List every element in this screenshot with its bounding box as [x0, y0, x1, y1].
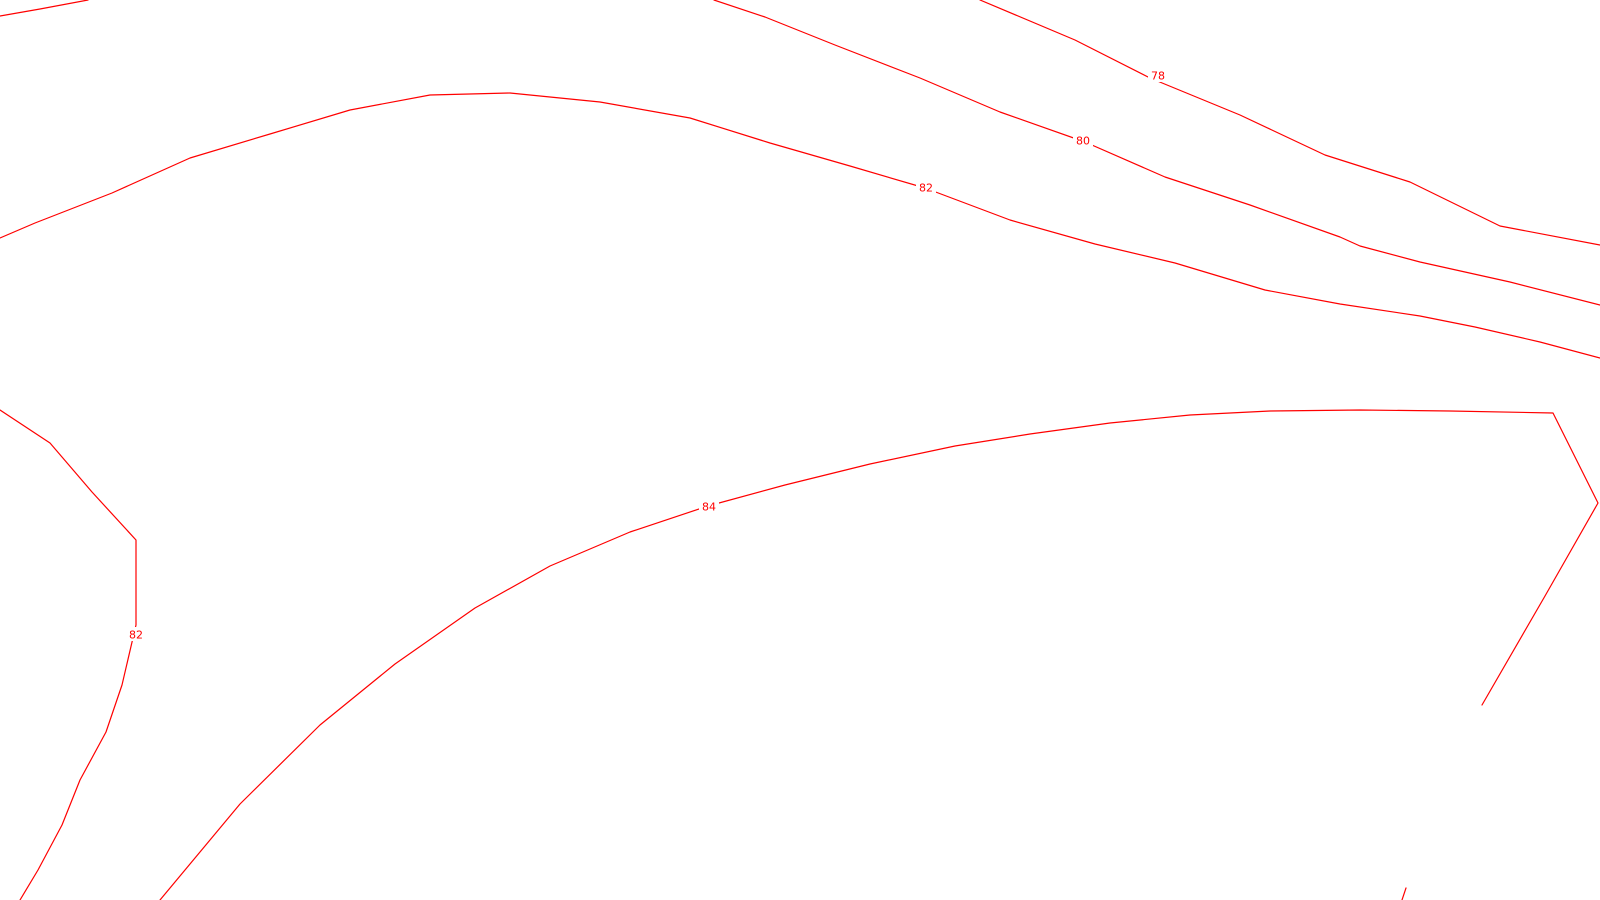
contour-label-80-halo: [1073, 133, 1093, 147]
contour-line-80: [713, 0, 1600, 306]
contour-label-78-halo: [1148, 68, 1168, 82]
contour-line-84-fragment: [1401, 887, 1407, 900]
contour-line-82-top-left: [0, 0, 89, 17]
contour-line-78: [979, 0, 1600, 246]
contour-line-82-left: [0, 409, 137, 900]
contour-label-80: 80: [1076, 135, 1090, 148]
contour-label-84: 84: [702, 501, 716, 514]
contour-line-82-upper: [0, 92, 1600, 359]
contour-label-78: 78: [1151, 70, 1165, 83]
contour-label-82-upper: 82: [919, 182, 933, 195]
contour-label-82-left-halo: [126, 627, 146, 641]
contour-label-82-left: 82: [129, 629, 143, 642]
contour-label-82-upper-halo: [916, 180, 936, 194]
contour-label-84-halo: [699, 499, 719, 513]
contour-line-84: [159, 409, 1599, 900]
